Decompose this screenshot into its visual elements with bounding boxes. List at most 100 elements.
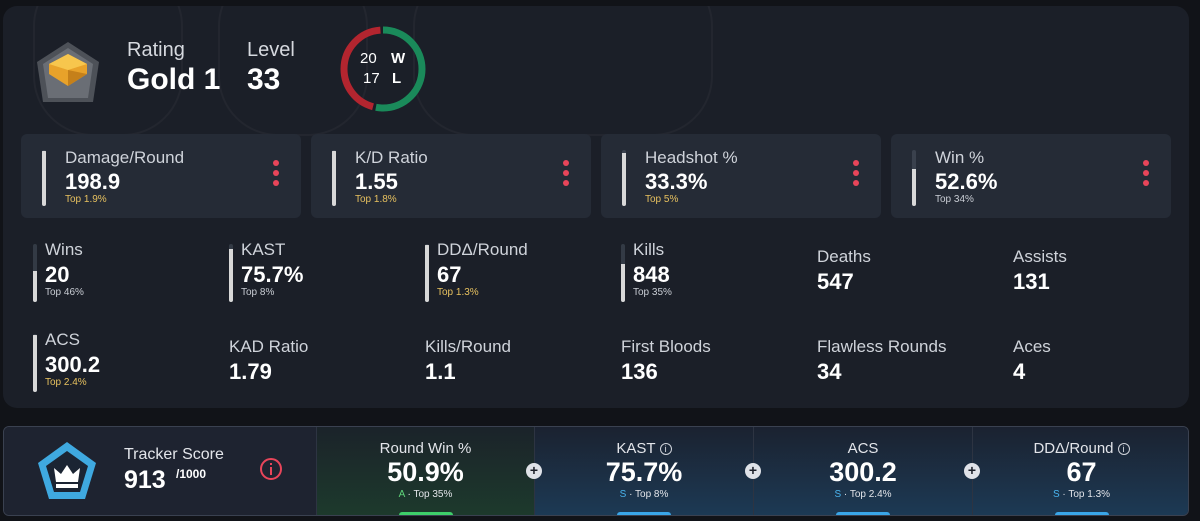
gold-rank-icon (37, 42, 99, 102)
stat-label: Assists (1013, 247, 1067, 266)
tracker-cell-label: Round Win % (379, 440, 472, 457)
plus-icon: + (745, 463, 761, 479)
stat-value: 67 (437, 262, 462, 287)
losses-letter: L (392, 70, 402, 87)
tracker-score-summary: Tracker Score 913 /1000 (4, 427, 316, 515)
stat-kills: Kills 848 Top 35% (621, 240, 801, 310)
percentile-bar (912, 150, 916, 206)
grade-pill (836, 512, 890, 515)
info-icon[interactable]: i (1117, 443, 1130, 455)
stat-card-percentile: Top 34% (935, 194, 974, 205)
stat-assists: Assists 131 (1013, 240, 1183, 310)
tracker-cell-value: 67 (1066, 457, 1097, 487)
wins-letter: W (391, 50, 406, 67)
stat-card-value: 33.3% (645, 169, 708, 194)
more-options-icon[interactable] (272, 160, 280, 190)
loss-arc (340, 26, 426, 112)
stat-card-label: Headshot % (645, 148, 738, 167)
stat-card-label: Damage/Round (65, 148, 185, 167)
level-value: 33 (247, 63, 281, 96)
stat-card-damage-round: Damage/Round 198.9 Top 1.9% (21, 134, 301, 218)
stat-value: 300.2 (45, 352, 101, 377)
more-options-icon[interactable] (562, 160, 570, 190)
stat-aces: Aces 4 (1013, 330, 1183, 400)
stat-card-percentile: Top 1.8% (355, 194, 397, 205)
stat-percentile: Top 2.4% (45, 377, 87, 388)
tracker-cell-label: DDΔ/Round (1033, 440, 1114, 457)
more-options-icon[interactable] (852, 160, 860, 190)
percentile-bar (33, 334, 37, 392)
stat-value: 1.1 (425, 359, 456, 384)
stat-kast: KAST 75.7% Top 8% (229, 240, 409, 310)
percentile-bar (621, 244, 625, 302)
stat-value: 1.79 (229, 359, 272, 384)
tracker-score-label: Tracker Score (124, 446, 224, 463)
background-decoration (413, 6, 713, 136)
stat-flawless-rounds: Flawless Rounds 34 (817, 330, 997, 400)
tracker-cell-label-row: DDΔ/Round i (973, 440, 1188, 457)
tracker-cell-value: 300.2 (829, 457, 897, 487)
stat-label: Flawless Rounds (817, 337, 947, 356)
stat-percentile: Top 1.3% (437, 287, 479, 298)
tracker-cell-value: 75.7% (605, 457, 683, 487)
grade-letter: S (619, 489, 627, 500)
stat-label: KAD Ratio (229, 337, 309, 356)
grade-percentile: · Top 2.4% (843, 489, 892, 500)
stat-card-percentile: Top 1.9% (65, 194, 107, 205)
grade-letter: S (1052, 489, 1060, 500)
tracker-cell-label: ACS (847, 440, 879, 457)
stat-label: Aces (1013, 337, 1051, 356)
tracker-cell-dd-delta-round: DDΔ/Round i 67 S · Top 1.3% (972, 427, 1188, 515)
percentile-bar (42, 150, 46, 206)
percentile-bar (622, 150, 626, 206)
stat-kad-ratio: KAD Ratio 1.79 (229, 330, 409, 400)
wins-count: 20 (360, 50, 377, 67)
stat-label: Wins (45, 240, 83, 259)
stat-value: 848 (633, 262, 670, 287)
stat-label: KAST (241, 240, 286, 259)
grade-pill (1054, 512, 1109, 515)
rating-value: Gold 1 (127, 63, 221, 96)
stats-panel: Rating Gold 1 Level 33 20 W 17 L Damage/… (3, 6, 1189, 408)
tracker-cell-grade: S · Top 2.4% (754, 489, 972, 500)
stat-percentile: Top 46% (45, 287, 84, 298)
stat-card-value: 52.6% (935, 169, 998, 194)
percentile-bar (229, 244, 233, 302)
stat-value: 20 (45, 262, 70, 287)
win-arc (340, 26, 426, 112)
stat-label: First Bloods (621, 337, 711, 356)
stat-label: ACS (45, 330, 80, 349)
stat-value: 136 (621, 359, 658, 384)
stat-card-value: 198.9 (65, 169, 121, 194)
stat-card-label: K/D Ratio (355, 148, 428, 167)
tracker-cell-acs: ACS 300.2 S · Top 2.4% (753, 427, 972, 515)
stat-card-value: 1.55 (355, 169, 398, 194)
tracker-cell-round-win: Round Win % 50.9% A · Top 35% (316, 427, 534, 515)
tracker-cell-kast: KAST i 75.7% S · Top 8% (534, 427, 753, 515)
info-icon[interactable] (259, 457, 283, 481)
percentile-bar (33, 244, 37, 302)
percentile-bar (332, 150, 336, 206)
more-options-icon[interactable] (1142, 160, 1150, 190)
info-icon[interactable]: i (659, 443, 672, 455)
stat-percentile: Top 35% (633, 287, 672, 298)
stat-card-win-percent: Win % 52.6% Top 34% (891, 134, 1171, 218)
grade-pill (398, 512, 453, 515)
stat-wins: Wins 20 Top 46% (33, 240, 213, 310)
stat-dd-delta-round: DDΔ/Round 67 Top 1.3% (425, 240, 605, 310)
tracker-score-value: 913 (124, 466, 166, 494)
win-loss-donut (340, 26, 426, 112)
stat-percentile: Top 8% (241, 287, 275, 298)
stat-value: 547 (817, 269, 854, 294)
grade-percentile: · Top 1.3% (1062, 489, 1111, 500)
tracker-crown-icon (38, 442, 96, 499)
stat-kills-round: Kills/Round 1.1 (425, 330, 605, 400)
stat-label: DDΔ/Round (437, 240, 528, 259)
stat-value: 131 (1013, 269, 1050, 294)
stat-value: 34 (817, 359, 842, 384)
tracker-score-max: /1000 (176, 467, 207, 481)
tracker-cell-label-row: KAST i (535, 440, 753, 457)
tracker-cell-grade: S · Top 8% (535, 489, 753, 500)
tracker-cell-value: 50.9% (387, 457, 464, 487)
grade-pill (617, 512, 671, 515)
